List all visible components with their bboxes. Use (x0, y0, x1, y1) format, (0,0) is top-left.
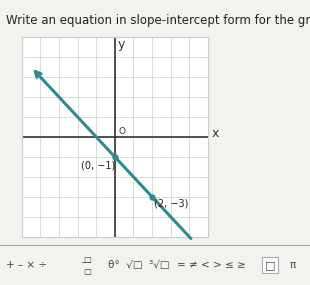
Text: y: y (117, 38, 125, 51)
Text: π: π (290, 260, 296, 270)
Text: ―: ― (82, 258, 91, 268)
Text: □: □ (84, 266, 91, 276)
Text: □: □ (265, 260, 276, 270)
Text: θ°  √□  ³√□: θ° √□ ³√□ (108, 260, 170, 270)
Text: Write an equation in slope-intercept form for the graph shown.: Write an equation in slope-intercept for… (6, 14, 310, 27)
Text: = ≠ < > ≤ ≥: = ≠ < > ≤ ≥ (177, 260, 246, 270)
Text: □: □ (84, 255, 91, 264)
Text: (2, −3): (2, −3) (154, 199, 188, 209)
Text: x: x (211, 127, 219, 140)
Text: O: O (118, 127, 125, 136)
Text: + – × ÷: + – × ÷ (6, 260, 47, 270)
Text: (0, −1): (0, −1) (81, 161, 115, 171)
